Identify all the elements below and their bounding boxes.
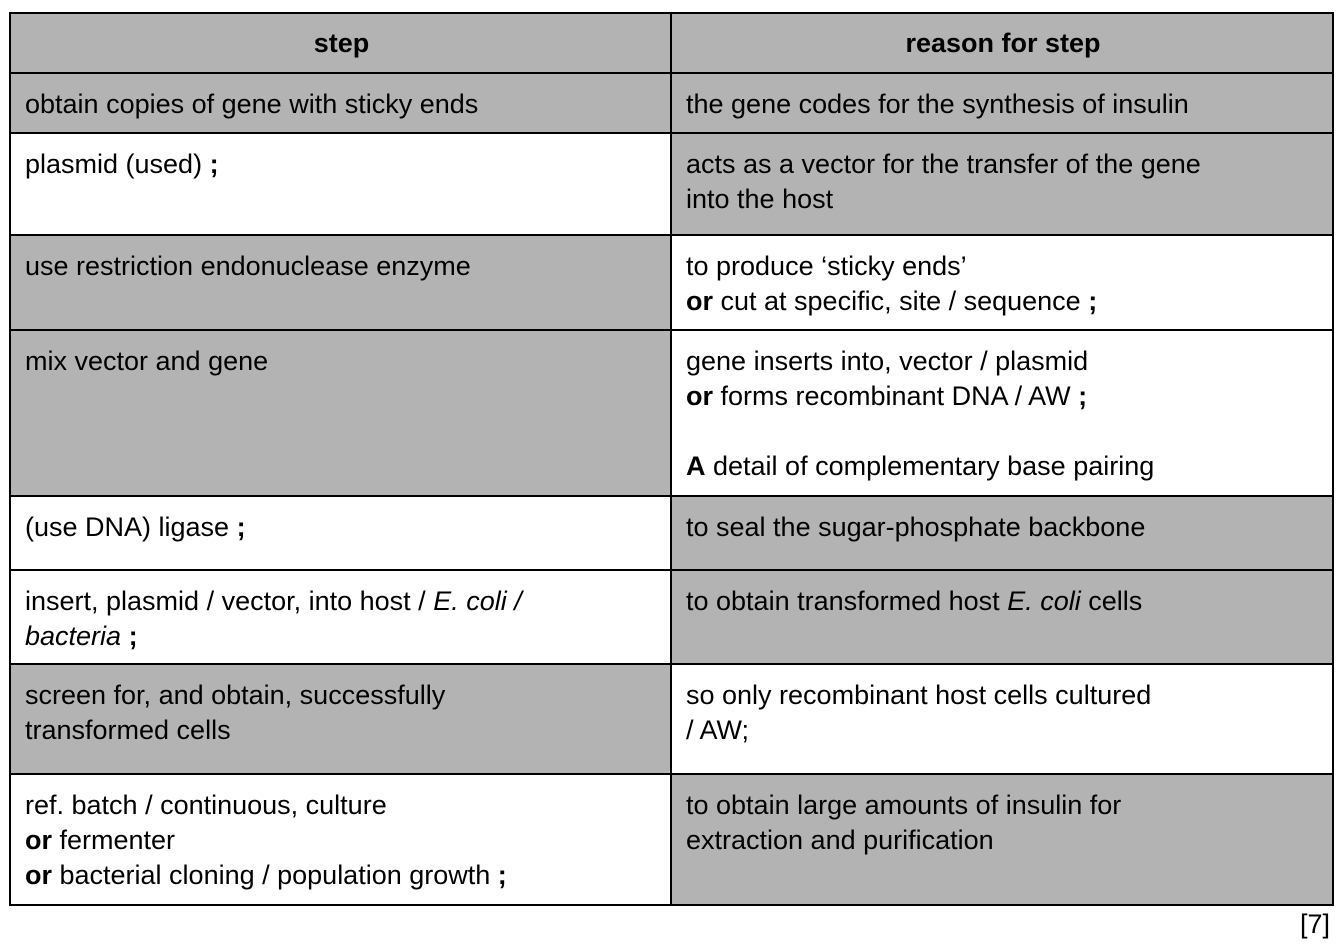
step-text-part: (use DNA) ligase <box>25 512 237 542</box>
table-row: ref. batch / continuous, culture or ferm… <box>9 773 1334 906</box>
step-cell: obtain copies of gene with sticky ends <box>9 72 672 134</box>
reason-text: / AW; <box>686 715 750 745</box>
reason-text-part: detail of complementary base pairing <box>705 451 1155 481</box>
mark-scheme-table: step reason for step obtain copies of ge… <box>9 12 1334 906</box>
reason-cell: to produce ‘sticky ends’ or cut at speci… <box>670 234 1334 331</box>
step-text: mix vector and gene <box>25 346 269 376</box>
header-row: step reason for step <box>9 12 1334 74</box>
mark-point-semicolon: ; <box>1088 286 1098 316</box>
step-text: use restriction endonuclease enzyme <box>25 251 471 281</box>
step-cell: screen for, and obtain, successfully tra… <box>9 663 672 775</box>
step-cell: plasmid (used) ; <box>9 132 672 236</box>
reason-text: acts as a vector for the transfer of the… <box>686 149 1201 179</box>
step-text-part: insert, plasmid / vector, into host / <box>25 586 434 616</box>
reason-text: to seal the sugar-phosphate backbone <box>686 512 1146 542</box>
reason-cell: to obtain large amounts of insulin for e… <box>670 773 1334 906</box>
reason-text: into the host <box>686 184 834 214</box>
reason-text: or cut at specific, site / sequence ; <box>686 284 1320 319</box>
mark-point-semicolon: ; <box>209 149 219 179</box>
reason-cell: so only recombinant host cells cultured … <box>670 663 1334 775</box>
step-text: obtain copies of gene with sticky ends <box>25 89 479 119</box>
step-text: plasmid (used) ; <box>25 147 658 182</box>
reason-text: or forms recombinant DNA / AW ; <box>686 379 1320 414</box>
step-cell: ref. batch / continuous, culture or ferm… <box>9 773 672 906</box>
or-keyword: or <box>25 825 52 855</box>
mark-point-semicolon: ; <box>121 621 138 651</box>
reason-text: the gene codes for the synthesis of insu… <box>686 89 1189 119</box>
total-marks: [7] <box>1299 909 1330 939</box>
or-keyword: or <box>686 286 713 316</box>
step-cell: mix vector and gene <box>9 329 672 497</box>
step-text: screen for, and obtain, successfully <box>25 680 446 710</box>
reason-cell: to seal the sugar-phosphate backbone <box>670 495 1334 571</box>
step-text: bacteria ; <box>25 619 658 654</box>
reason-cell: gene inserts into, vector / plasmid or f… <box>670 329 1334 497</box>
step-text: or fermenter <box>25 823 658 858</box>
reason-text-italic: E. coli <box>1007 586 1081 616</box>
step-text: transformed cells <box>25 715 231 745</box>
step-cell: use restriction endonuclease enzyme <box>9 234 672 331</box>
reason-text: to obtain large amounts of insulin for <box>686 790 1122 820</box>
table-row: use restriction endonuclease enzyme to p… <box>9 234 1334 331</box>
reason-text: so only recombinant host cells cultured <box>686 680 1152 710</box>
mark-point-semicolon: ; <box>236 512 246 542</box>
table-row: obtain copies of gene with sticky ends t… <box>9 72 1334 134</box>
reason-text-part: cells <box>1080 586 1143 616</box>
header-reason: reason for step <box>670 12 1334 74</box>
reason-text: extraction and purification <box>686 825 994 855</box>
reason-cell: to obtain transformed host E. coli cells <box>670 569 1334 665</box>
reason-text-part: forms recombinant DNA / AW <box>713 381 1079 411</box>
table-row: screen for, and obtain, successfully tra… <box>9 663 1334 775</box>
step-text: insert, plasmid / vector, into host / E.… <box>25 584 658 619</box>
reason-text: to obtain transformed host E. coli cells <box>686 584 1320 619</box>
reason-text: to produce ‘sticky ends’ <box>686 251 967 281</box>
mark-point-semicolon: ; <box>1078 381 1088 411</box>
table-row: insert, plasmid / vector, into host / E.… <box>9 569 1334 665</box>
step-text: (use DNA) ligase ; <box>25 510 658 545</box>
reason-text-part: cut at specific, site / sequence <box>713 286 1089 316</box>
step-text-italic: E. coli / <box>433 586 522 616</box>
or-keyword: or <box>25 860 52 890</box>
step-cell: (use DNA) ligase ; <box>9 495 672 571</box>
line-gap <box>686 414 1320 449</box>
reason-text: gene inserts into, vector / plasmid <box>686 346 1089 376</box>
or-keyword: or <box>686 381 713 411</box>
table-row: mix vector and gene gene inserts into, v… <box>9 329 1334 497</box>
table-row: (use DNA) ligase ; to seal the sugar-pho… <box>9 495 1334 571</box>
step-text-part: plasmid (used) <box>25 149 210 179</box>
step-cell: insert, plasmid / vector, into host / E.… <box>9 569 672 665</box>
header-step: step <box>9 12 672 74</box>
step-text-part: fermenter <box>52 825 176 855</box>
reason-text-part: to obtain transformed host <box>686 586 1008 616</box>
table-row: plasmid (used) ; acts as a vector for th… <box>9 132 1334 236</box>
step-text: or bacterial cloning / population growth… <box>25 858 658 893</box>
step-text-italic: bacteria <box>25 621 122 651</box>
step-text-part: bacterial cloning / population growth <box>52 860 498 890</box>
accept-keyword: A <box>686 451 706 481</box>
reason-text: A detail of complementary base pairing <box>686 449 1320 484</box>
mark-point-semicolon: ; <box>497 860 507 890</box>
step-text: ref. batch / continuous, culture <box>25 790 387 820</box>
reason-cell: acts as a vector for the transfer of the… <box>670 132 1334 236</box>
reason-cell: the gene codes for the synthesis of insu… <box>670 72 1334 134</box>
